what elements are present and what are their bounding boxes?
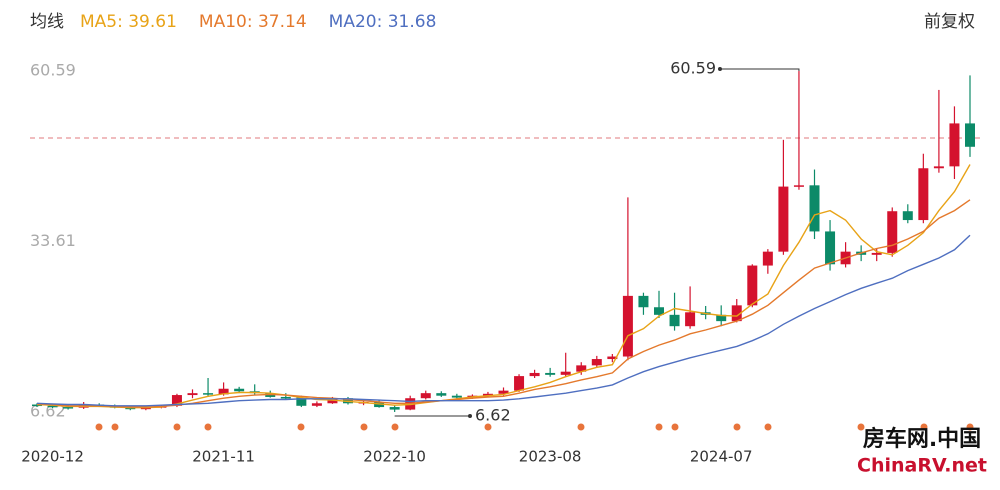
event-dot [733,423,741,431]
x-tick-label: 2023-08 [519,448,582,466]
candle-body [436,393,447,396]
event-dot [577,423,585,431]
event-dot [204,423,212,431]
candle-body [187,393,198,396]
candle-body [871,252,882,255]
candle-body [125,407,136,410]
y-tick-label: 60.59 [30,61,76,80]
candle-body [529,372,540,377]
candle-body [576,365,587,372]
candle-body [420,393,431,399]
candle-body [887,211,898,253]
candle-body [669,314,680,327]
low-dot [468,413,472,418]
event-dot [655,423,663,431]
ma-line [36,234,971,407]
candle-body [560,371,571,375]
candle-body [451,395,462,398]
candle-body [63,407,74,409]
candle-body [965,123,975,147]
event-dot [857,423,865,431]
candle-body [654,307,664,315]
event-dot [360,423,368,431]
candle-body [234,388,245,392]
header: 均线 [30,12,64,32]
candle-body [389,407,400,410]
event-dot [671,423,679,431]
candle-body [218,388,229,395]
event-dot [764,423,772,431]
high-leader [720,68,800,72]
x-tick-label: 2021-11 [192,448,255,466]
x-tick-label: 2022-10 [363,448,426,466]
ma-line [36,164,971,409]
candle-body [685,312,696,327]
event-dot [297,423,305,431]
low-label: 6.62 [475,405,511,424]
candle-body [498,390,509,394]
candle-body [793,185,804,187]
event-dots [95,423,974,431]
candle-body [716,314,727,322]
legend-entry: MA20: 31.68 [329,12,437,32]
event-dot [966,423,974,431]
high-label: 60.59 [670,59,716,78]
legend-entry: MA5: 39.61 [80,12,177,32]
event-dot [111,423,119,431]
candle-body [902,211,913,221]
x-tick-label: 2024-07 [690,448,753,466]
candle-body [747,265,758,306]
candle-body [171,395,182,406]
watermark-title: 房车网.中国 [863,426,981,452]
adjust-label[interactable]: 前复权 [924,12,975,32]
event-dot [95,423,103,431]
candle-body [825,231,836,265]
candle-body [622,295,633,357]
candle-body [482,393,493,396]
candle-body [607,356,618,360]
event-dot [920,423,928,431]
watermark-url: ChinaRV.net [857,455,987,477]
event-dot [484,423,492,431]
candle-body [949,123,960,167]
legend-entry: MA10: 37.14 [199,12,307,32]
candle-body [809,185,820,232]
candle-body [638,295,649,308]
y-tick-label: 33.61 [30,231,76,250]
candle-body [933,166,944,169]
candle-body [514,376,525,391]
high-dot [718,67,722,72]
candle-body [731,305,742,322]
candle-body [296,397,307,406]
event-dot [173,423,181,431]
candle-body [140,407,151,410]
candle-body [778,186,789,252]
candle-body [591,359,602,366]
candle-body [280,396,291,399]
x-tick-label: 2020-12 [21,448,84,466]
candle-body [545,372,556,375]
candle-body [203,393,214,395]
event-dot [391,423,399,431]
candle-body [32,404,42,407]
candle-body [47,405,58,408]
candle-body [918,168,929,221]
candle-body [311,403,322,406]
candle-body [762,251,773,266]
